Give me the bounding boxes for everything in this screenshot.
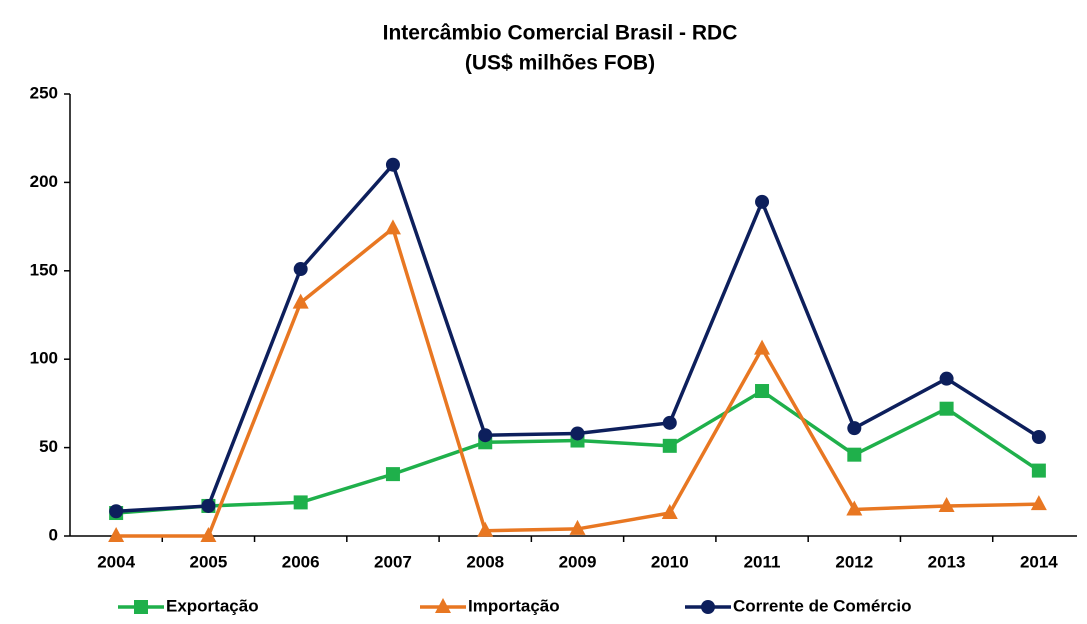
data-point (109, 504, 124, 519)
data-point (569, 519, 586, 535)
legend-marker (435, 598, 451, 613)
y-tick-label: 150 (30, 260, 58, 279)
x-tick-label: 2005 (189, 552, 227, 571)
y-tick-label: 100 (30, 349, 58, 368)
x-tick-label: 2006 (282, 552, 320, 571)
data-point (477, 521, 494, 537)
data-point (200, 527, 217, 542)
data-point (847, 421, 862, 436)
data-point (755, 194, 770, 209)
x-tick-label: 2007 (374, 552, 412, 571)
data-point (570, 426, 585, 441)
data-point (754, 339, 771, 355)
data-point (385, 157, 400, 172)
x-tick-label: 2014 (1020, 552, 1058, 571)
data-point (293, 495, 308, 510)
series-line (116, 225, 1039, 538)
data-point (108, 527, 125, 542)
data-point (293, 262, 308, 277)
x-tick-label: 2008 (466, 552, 504, 571)
data-point (1031, 463, 1046, 478)
chart-title: Intercâmbio Comercial Brasil - RDC (383, 22, 738, 45)
data-point (662, 415, 677, 430)
legend-marker (134, 600, 148, 614)
data-point (847, 447, 862, 462)
data-point (938, 496, 955, 512)
chart-subtitle: (US$ milhões FOB) (465, 52, 655, 75)
series-line (116, 388, 1040, 515)
data-point (384, 219, 401, 235)
legend-marker (701, 600, 715, 614)
x-tick-label: 2012 (835, 552, 873, 571)
data-point (846, 500, 863, 516)
x-tick-label: 2013 (928, 552, 966, 571)
data-point (478, 428, 493, 443)
legend-label: Corrente de Comércio (733, 596, 912, 615)
legend-label: Exportação (166, 596, 259, 615)
y-tick-label: 250 (30, 83, 58, 102)
data-point (755, 384, 770, 399)
legend-label: Importação (468, 596, 560, 615)
data-point (662, 438, 677, 453)
data-point (385, 467, 400, 482)
data-point (939, 371, 954, 386)
data-point (292, 293, 309, 309)
y-tick-label: 0 (49, 525, 58, 544)
series-line (116, 161, 1040, 513)
x-tick-label: 2010 (651, 552, 689, 571)
y-tick-label: 200 (30, 172, 58, 191)
data-point (1031, 429, 1046, 444)
x-tick-label: 2009 (559, 552, 597, 571)
x-tick-label: 2004 (97, 552, 135, 571)
x-tick-label: 2011 (744, 552, 781, 571)
data-point (661, 504, 678, 520)
data-point (939, 401, 954, 416)
data-point (1030, 495, 1047, 511)
y-tick-label: 50 (39, 437, 58, 456)
data-point (201, 498, 216, 513)
